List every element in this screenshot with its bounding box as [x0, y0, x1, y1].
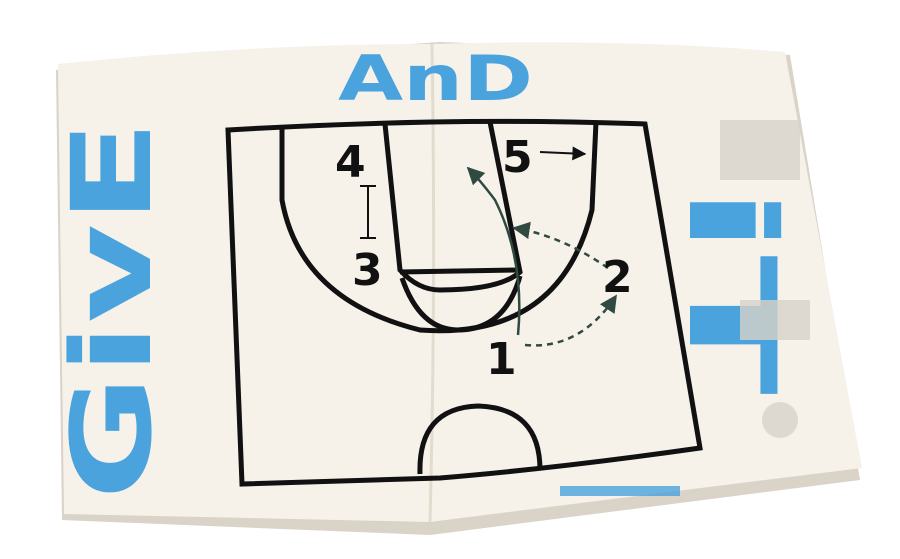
show-through-marks	[720, 120, 810, 438]
title-word-top: AnD	[338, 42, 533, 115]
screen-4-3	[360, 185, 376, 239]
pass-arrow-1-to-2	[524, 294, 618, 347]
player-1: 1	[486, 334, 517, 385]
title-word-left: GivE	[48, 120, 176, 500]
move-arrow-5	[539, 146, 587, 161]
basketball-court-diagram	[225, 118, 703, 487]
center-circle	[417, 403, 543, 475]
player-5: 5	[502, 132, 533, 183]
player-3: 3	[352, 245, 383, 296]
center-fold	[428, 43, 436, 523]
title-lettering-left: GivE	[48, 120, 176, 500]
play-arrows	[360, 146, 618, 347]
pass-arrow-2-to-post	[512, 221, 609, 270]
free-throw-lane	[382, 121, 523, 293]
title-lettering-top: AnD	[338, 42, 533, 115]
page-edge-accent	[560, 486, 680, 496]
three-point-arc	[279, 121, 599, 334]
free-throw-line	[399, 267, 519, 275]
title-lettering-right: iT	[661, 185, 800, 395]
lane-lower-arc	[399, 275, 523, 333]
player-2: 2	[602, 252, 633, 303]
player-4: 4	[335, 137, 366, 188]
title-word-right: iT	[661, 185, 800, 395]
court-boundary	[225, 118, 703, 487]
magazine-pages	[58, 42, 862, 522]
cut-arrow-1	[466, 166, 521, 336]
players: 4 3 5 2 1	[335, 132, 633, 385]
